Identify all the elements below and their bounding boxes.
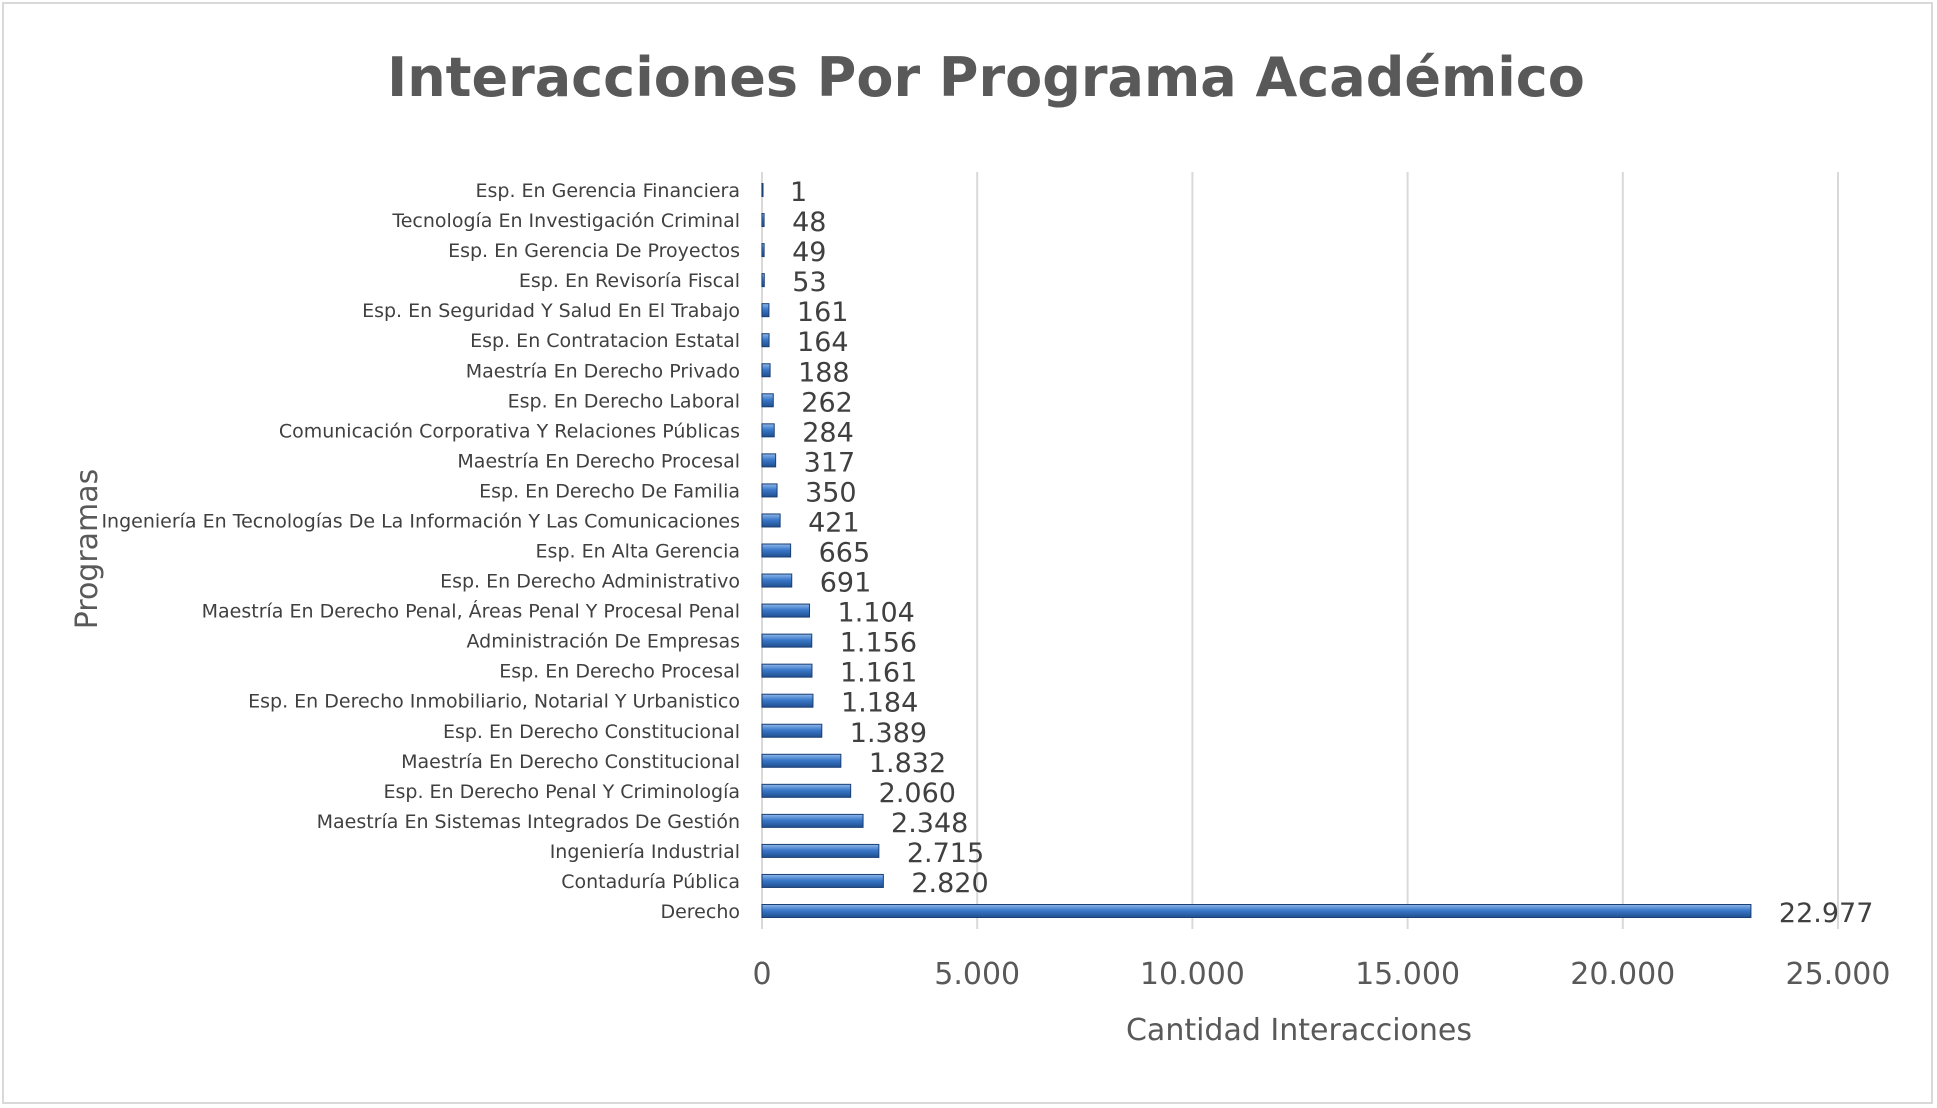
bar [761, 693, 814, 708]
category-label: Ingeniería En Tecnologías De La Informac… [101, 510, 740, 532]
category-label: Esp. En Derecho Constitucional [443, 721, 740, 743]
data-label: 350 [805, 477, 857, 508]
data-label: 1.389 [850, 718, 927, 749]
chart-title: Interacciones Por Programa Académico [387, 46, 1585, 109]
bar [761, 603, 811, 618]
data-label: 164 [797, 327, 849, 358]
bar [761, 183, 764, 197]
category-label: Esp. En Gerencia De Proyectos [448, 240, 740, 262]
x-tick-labels: 0 5.000 10.000 15.000 20.000 25.000 [752, 957, 1890, 992]
bar [761, 873, 884, 888]
bar [761, 513, 781, 528]
category-label: Maestría En Derecho Privado [466, 360, 740, 382]
bar [761, 483, 778, 498]
data-label: 262 [801, 387, 853, 418]
data-label: 284 [802, 417, 854, 448]
bar [761, 393, 774, 408]
data-label: 22.977 [1779, 898, 1873, 929]
category-label: Esp. En Seguridad Y Salud En El Trabajo [362, 300, 740, 322]
data-label: 665 [819, 538, 871, 569]
category-label: Esp. En Derecho Laboral [508, 390, 740, 412]
bar [761, 904, 1752, 918]
category-label: Esp. En Contratacion Estatal [470, 330, 740, 352]
category-label: Ingeniería Industrial [550, 841, 740, 863]
bar [761, 333, 770, 348]
bar [761, 543, 792, 558]
category-label: Maestría En Derecho Penal, Áreas Penal Y… [202, 600, 740, 623]
data-label: 49 [792, 237, 826, 268]
data-label: 2.060 [879, 778, 956, 809]
y-axis-title: Programas [70, 469, 105, 630]
data-label: 691 [820, 568, 872, 599]
data-label: 1.161 [840, 658, 917, 689]
category-label: Derecho [660, 901, 740, 923]
x-tick-label: 20.000 [1570, 957, 1675, 992]
data-label: 1.832 [869, 748, 946, 779]
category-label: Esp. En Derecho Administrativo [440, 571, 740, 593]
category-label: Maestría En Derecho Procesal [457, 450, 740, 472]
data-label: 1.104 [838, 598, 915, 629]
x-tick-label: 5.000 [934, 957, 1020, 992]
data-label: 188 [798, 357, 850, 388]
data-label: 421 [808, 507, 860, 538]
data-label: 1.156 [840, 628, 917, 659]
category-label: Esp. En Derecho Penal Y Criminología [383, 781, 740, 803]
data-label: 2.348 [891, 808, 968, 839]
bar [761, 813, 864, 828]
bar [761, 273, 765, 288]
category-label: Esp. En Gerencia Financiera [476, 180, 741, 202]
data-label: 1 [790, 177, 807, 208]
bar [761, 663, 813, 678]
category-label: Comunicación Corporativa Y Relaciones Pú… [279, 420, 740, 442]
x-tick-label: 0 [752, 957, 771, 992]
x-tick-label: 15.000 [1355, 957, 1460, 992]
category-label: Administración De Empresas [466, 631, 740, 653]
category-label: Contaduría Pública [561, 871, 740, 893]
category-label: Maestría En Sistemas Integrados De Gesti… [317, 811, 740, 833]
bars [761, 183, 1752, 918]
data-label: 2.820 [911, 868, 988, 899]
category-label: Esp. En Derecho Procesal [499, 661, 740, 683]
category-label: Esp. En Alta Gerencia [536, 541, 740, 563]
data-label: 2.715 [907, 838, 984, 869]
category-label: Esp. En Derecho Inmobiliario, Notarial Y… [248, 691, 740, 713]
bar [761, 423, 775, 438]
category-label: Maestría En Derecho Constitucional [401, 751, 740, 773]
bar [761, 363, 771, 378]
x-tick-label: 25.000 [1786, 957, 1891, 992]
data-label: 53 [792, 267, 826, 298]
bar [761, 783, 852, 798]
data-label: 161 [797, 297, 849, 328]
bar [761, 453, 777, 468]
bar [761, 633, 813, 648]
bar [761, 843, 880, 858]
x-axis-title: Cantidad Interacciones [1126, 1013, 1472, 1048]
bar-chart: Interacciones Por Programa Académico Der… [70, 46, 1890, 1048]
category-label: Tecnología En Investigación Criminal [391, 210, 740, 232]
x-tick-label: 10.000 [1140, 957, 1245, 992]
bar [761, 213, 765, 228]
value-labels: 22.977 2.8202.7152.3482.0601.8321.3891.18… [790, 177, 1873, 929]
category-labels: Derecho Contaduría Pública Ingeniería Indu… [101, 180, 740, 923]
bar [761, 753, 842, 768]
bar [761, 573, 793, 588]
bar [761, 303, 770, 318]
data-label: 48 [792, 207, 826, 238]
bar [761, 243, 765, 258]
data-label: 1.184 [841, 688, 918, 719]
category-label: Esp. En Revisoría Fiscal [519, 270, 740, 292]
bar [761, 723, 823, 738]
data-label: 317 [804, 447, 856, 478]
category-label: Esp. En Derecho De Familia [479, 480, 740, 502]
